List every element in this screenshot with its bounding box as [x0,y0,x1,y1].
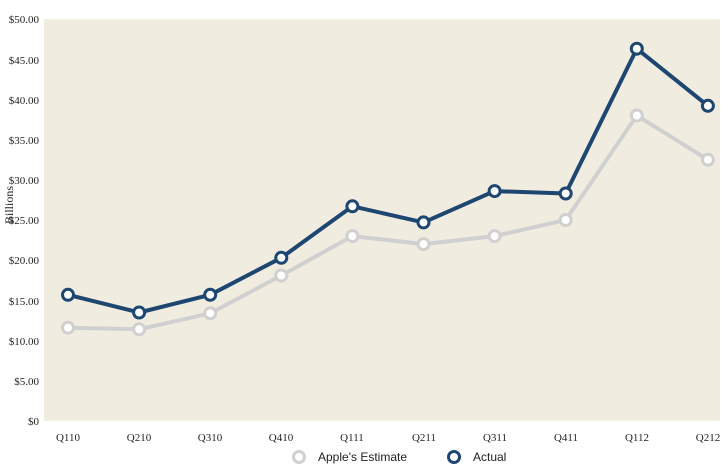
data-point-series-1 [487,184,502,199]
data-point-series-1 [416,215,431,230]
data-point-series-1 [345,199,360,214]
data-point-series-1 [558,186,573,201]
x-tick-label: Q210 [127,432,152,444]
data-point-series-0 [203,306,218,321]
legend-marker-actual [447,450,461,464]
legend-label-actual: Actual [473,450,506,464]
plot-background [44,19,720,421]
data-point-series-1 [629,41,644,56]
data-point-series-0 [629,108,644,123]
y-tick-label: $20.00 [9,255,40,267]
x-tick-label: Q410 [269,432,294,444]
x-tick-label: Q111 [340,432,364,444]
y-tick-label: $25.00 [9,215,40,227]
y-tick-label: $15.00 [9,296,40,308]
series-line-0 [66,113,710,332]
y-tick-labels: $0 $5.00 $10.00 $15.00 $20.00 $25.00 $30… [9,14,40,428]
data-point-series-0 [132,322,147,337]
series-layer [61,41,715,337]
y-tick-label: $10.00 [9,336,40,348]
data-point-series-0 [416,237,431,252]
y-tick-label: $0 [28,416,40,428]
x-tick-label: Q212 [696,432,720,444]
data-point-series-1 [274,250,289,265]
y-tick-label: $50.00 [9,14,40,26]
y-tick-label: $45.00 [9,55,40,67]
legend-item-estimate: Apple's Estimate [292,450,407,464]
data-point-series-1 [132,305,147,320]
x-tick-labels: Q110 Q210 Q310 Q410 Q111 Q211 Q311 Q411 … [56,432,720,444]
x-tick-label: Q311 [483,432,507,444]
data-point-series-0 [487,229,502,244]
series-line-1 [66,46,710,315]
legend-item-actual: Actual [447,450,506,464]
data-point-series-0 [274,268,289,283]
legend-marker-estimate [292,450,306,464]
x-tick-label: Q211 [412,432,436,444]
x-tick-label: Q310 [198,432,223,444]
x-tick-label: Q112 [625,432,649,444]
data-point-series-0 [558,213,573,227]
legend: Apple's Estimate Actual [292,450,506,464]
data-point-series-0 [700,152,715,167]
legend-label-estimate: Apple's Estimate [318,450,407,464]
y-tick-label: $40.00 [9,95,40,107]
y-tick-label: $30.00 [9,175,40,187]
y-tick-label: $5.00 [14,376,39,388]
data-point-series-1 [700,98,715,113]
data-point-series-1 [61,287,75,302]
y-axis-title: Billions [2,186,16,224]
data-point-series-0 [345,229,360,244]
data-point-series-1 [203,287,218,302]
x-tick-label: Q110 [56,432,81,444]
data-point-series-0 [61,320,75,335]
y-tick-label: $35.00 [9,135,40,147]
x-tick-label: Q411 [554,432,578,444]
